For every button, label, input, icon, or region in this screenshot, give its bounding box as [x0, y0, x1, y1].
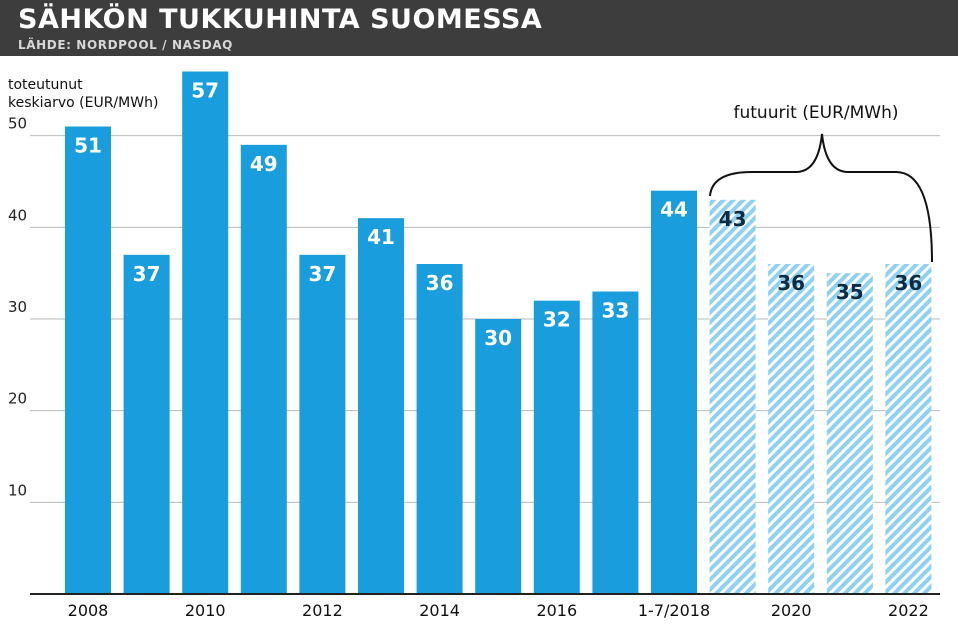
x-tick-label: 1-7/2018 [638, 601, 710, 620]
x-tick-label: 2010 [185, 601, 226, 620]
x-tick-label: 2008 [68, 601, 109, 620]
actual-bar [592, 291, 639, 594]
chart-header: SÄHKÖN TUKKUHINTA SUOMESSA LÄHDE: NORDPO… [0, 0, 958, 56]
bar-value-label: 33 [601, 299, 629, 323]
futures-bar [885, 264, 932, 594]
bar-value-label: 51 [74, 134, 102, 158]
actual-bar [416, 264, 463, 594]
y-tick-label: 50 [8, 115, 27, 133]
bar-value-label: 32 [543, 308, 571, 332]
y-tick-label: 20 [8, 390, 27, 408]
x-tick-label: 2014 [419, 601, 460, 620]
y-axis-label-line-2: keskiarvo (EUR/MWh) [8, 95, 158, 111]
actual-bar [533, 300, 580, 594]
x-tick-label: 2016 [536, 601, 577, 620]
x-tick-label: 2022 [888, 601, 929, 620]
y-axis-label-line-1: toteutunut [8, 77, 83, 93]
y-tick-label: 30 [8, 298, 27, 316]
bar-value-label: 36 [426, 271, 454, 295]
bar-value-label: 30 [484, 326, 512, 350]
bar-value-label: 36 [894, 271, 922, 295]
actual-bar [182, 71, 229, 594]
bar-value-label: 49 [250, 152, 278, 176]
futures-bar [709, 199, 756, 595]
actual-bar [651, 190, 697, 594]
actual-bar [123, 254, 170, 595]
actual-bar [240, 144, 287, 595]
actual-bar [299, 254, 346, 595]
bar-value-label: 37 [308, 262, 336, 286]
bar-value-label: 43 [719, 207, 747, 231]
actual-bar [65, 126, 111, 594]
futures-bar [768, 264, 815, 594]
chart-title: SÄHKÖN TUKKUHINTA SUOMESSA [18, 4, 543, 35]
x-tick-label: 2012 [302, 601, 343, 620]
bar-value-label: 37 [133, 262, 161, 286]
bar-value-label: 35 [836, 280, 864, 304]
x-tick-label: 2020 [771, 601, 812, 620]
y-tick-label: 40 [8, 206, 27, 224]
futures-annotation: futuurit (EUR/MWh) [734, 103, 899, 123]
bar-value-label: 57 [191, 79, 219, 103]
bar-value-label: 44 [660, 198, 688, 222]
bar-value-label: 36 [777, 271, 805, 295]
futures-brace [709, 133, 933, 263]
bar-value-label: 41 [367, 225, 395, 249]
y-tick-label: 10 [8, 481, 27, 499]
chart-source: LÄHDE: NORDPOOL / NASDAQ [18, 38, 233, 52]
actual-bar [358, 218, 404, 594]
actual-bar [475, 319, 522, 594]
futures-bar [826, 273, 873, 594]
